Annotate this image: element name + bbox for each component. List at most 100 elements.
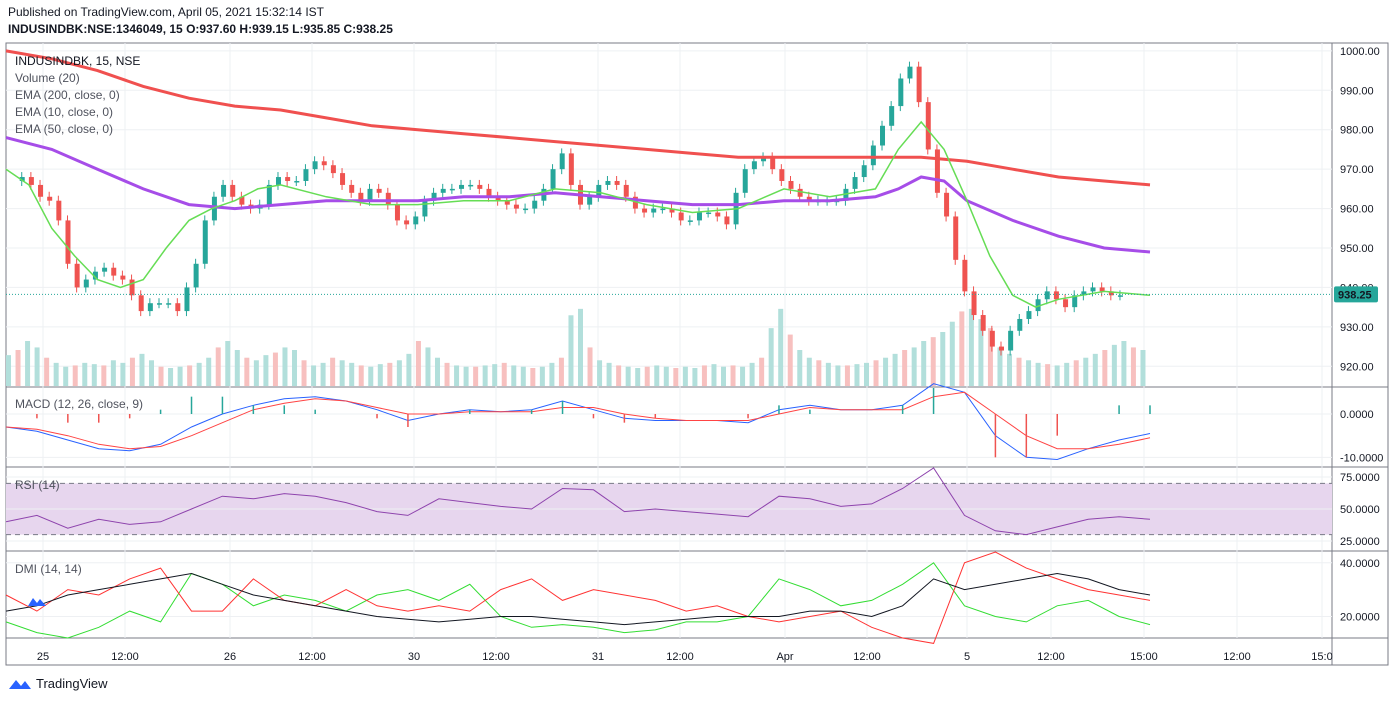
candle-body	[696, 212, 702, 221]
candle-body	[651, 208, 657, 213]
y-tick-label: 960.00	[1340, 204, 1374, 216]
volume-bar	[921, 341, 927, 386]
y-tick-label: 40.0000	[1340, 558, 1380, 570]
volume-bar	[539, 366, 545, 386]
candle-body	[92, 271, 98, 280]
x-tick-label: 12:00	[1037, 651, 1065, 663]
ema200-legend[interactable]: EMA (200, close, 0)	[15, 88, 120, 102]
volume-bar	[454, 365, 460, 386]
candle-body	[715, 212, 721, 217]
rsi-legend[interactable]: RSI (14)	[15, 478, 60, 492]
volume-bar	[749, 362, 755, 386]
candle-body	[1044, 291, 1050, 300]
ema50-legend[interactable]: EMA (50, close, 0)	[15, 122, 114, 136]
price-pane-legend: INDUSINDBK, 15, NSE Volume (20) EMA (200…	[15, 53, 140, 138]
volume-bar	[1016, 357, 1022, 386]
chart-frame	[5, 42, 1389, 666]
ema10-legend[interactable]: EMA (10, close, 0)	[15, 105, 114, 119]
candle-body	[669, 208, 675, 213]
candle-body	[852, 177, 858, 189]
volume-bar	[568, 315, 574, 386]
candle-body	[706, 212, 712, 215]
volume-bar	[911, 347, 917, 386]
volume-bar	[778, 308, 784, 386]
ohlc-readout: INDUSINDBK:NSE:1346049, 15 O:937.60 H:93…	[8, 22, 393, 36]
volume-bar	[616, 365, 622, 386]
volume-bar	[1035, 362, 1041, 386]
candle-body	[440, 188, 446, 193]
signal-line	[5, 391, 1151, 450]
volume-bar	[997, 347, 1003, 386]
candle-body	[211, 196, 217, 221]
candle-body	[495, 196, 501, 201]
tradingview-logo-icon	[9, 679, 31, 689]
candle-body	[221, 184, 227, 197]
volume-legend[interactable]: Volume (20)	[15, 71, 80, 85]
volume-bar	[558, 357, 564, 386]
volume-bar	[625, 366, 631, 386]
volume-bar	[520, 366, 526, 386]
candle-body	[358, 192, 364, 201]
volume-bar	[835, 365, 841, 386]
x-tick-label: 12:00	[1223, 651, 1251, 663]
volume-bar	[282, 347, 288, 386]
candle-body	[294, 180, 300, 183]
candle-body	[147, 303, 153, 312]
volume-bar	[844, 365, 850, 386]
candle-body	[660, 208, 666, 211]
candle-body	[568, 153, 574, 185]
rsi-line	[5, 467, 1151, 536]
candle-body	[394, 204, 400, 221]
volume-bar	[415, 341, 421, 386]
candle-body	[889, 106, 895, 126]
volume-bar	[1083, 357, 1089, 386]
volume-bar	[177, 366, 183, 386]
candle-body	[724, 216, 730, 225]
candle-body	[321, 161, 327, 166]
volume-bar	[587, 347, 593, 386]
candle-body	[413, 216, 419, 225]
candle-body	[1035, 299, 1041, 312]
candle-body	[422, 200, 428, 217]
candle-body	[596, 184, 602, 197]
volume-bar	[377, 364, 383, 386]
volume-bar	[1102, 350, 1108, 386]
volume-bar	[120, 362, 126, 386]
candle-body	[376, 188, 382, 193]
volume-bar	[72, 365, 78, 386]
candle-body	[1099, 287, 1105, 292]
candle-body	[468, 184, 474, 187]
symbol-label[interactable]: INDUSINDBK, 15, NSE	[15, 54, 141, 68]
candle-body	[797, 188, 803, 197]
volume-bar	[902, 350, 908, 386]
candle-body	[1108, 291, 1114, 296]
x-tick-label: 30	[408, 651, 420, 663]
candle-body	[19, 177, 25, 181]
footer-brand[interactable]: TradingView	[8, 676, 108, 691]
macd-legend[interactable]: MACD (12, 26, close, 9)	[15, 397, 144, 411]
volume-bar	[168, 368, 174, 386]
candle-body	[559, 153, 565, 170]
volume-bar	[149, 360, 154, 386]
last-price-tag	[1334, 286, 1378, 303]
candle-body	[550, 169, 556, 189]
candle-body	[486, 188, 492, 197]
published-caption: Published on TradingView.com, April 05, …	[8, 5, 324, 19]
candle-body	[632, 196, 638, 209]
volume-bar	[787, 334, 793, 386]
candle-body	[449, 188, 455, 191]
volume-bar	[987, 328, 993, 386]
volume-bar	[25, 341, 31, 386]
adx-line	[5, 572, 1151, 626]
volume-bar	[892, 353, 898, 386]
candle-body	[47, 196, 53, 201]
candle-body	[687, 220, 693, 222]
candle-body	[102, 267, 108, 272]
volume-bar	[320, 362, 326, 386]
ema10-line	[5, 120, 1151, 308]
dmi-legend[interactable]: DMI (14, 14)	[15, 562, 82, 576]
candle-body	[751, 161, 757, 170]
volume-bar	[549, 362, 555, 386]
volume-bar	[692, 368, 698, 386]
